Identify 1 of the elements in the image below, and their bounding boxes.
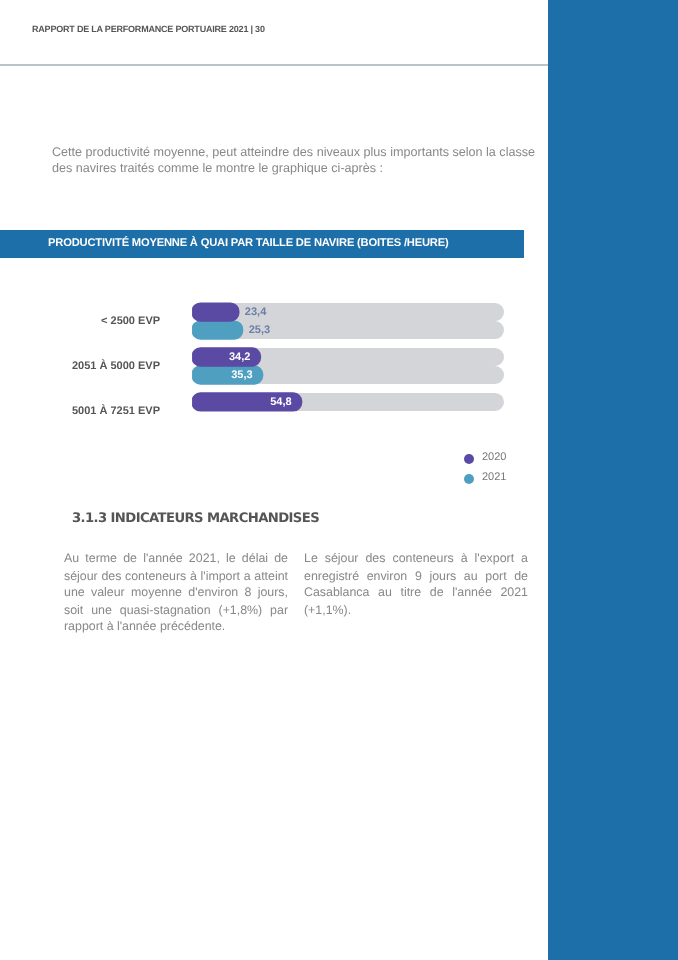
bar [192,347,262,367]
